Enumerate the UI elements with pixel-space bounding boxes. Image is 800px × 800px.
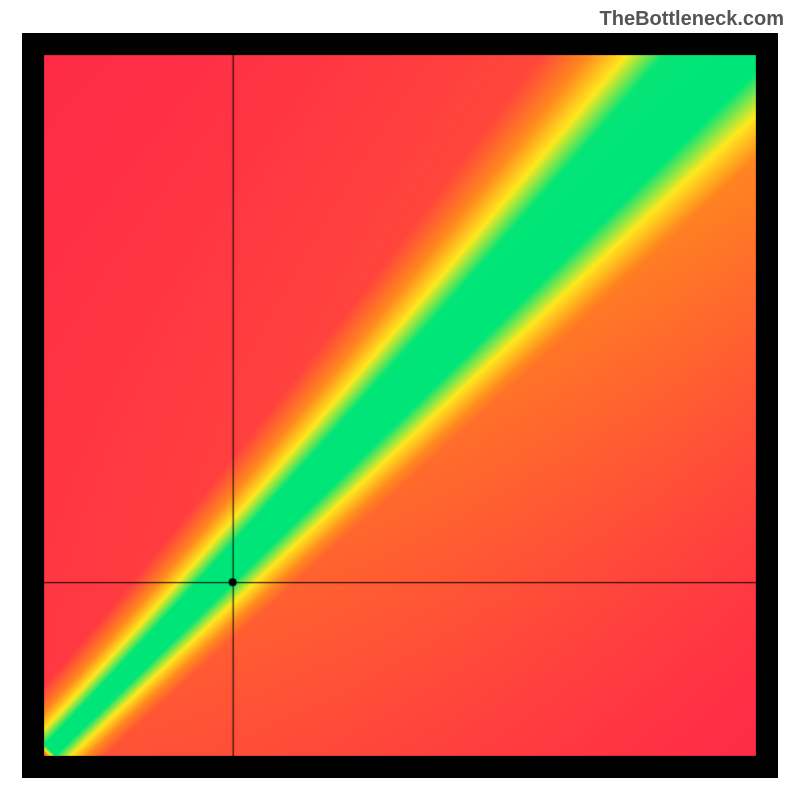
chart-container: TheBottleneck.com	[0, 0, 800, 800]
attribution-label: TheBottleneck.com	[600, 8, 784, 31]
chart-frame	[22, 33, 778, 778]
bottleneck-heatmap	[22, 33, 778, 778]
